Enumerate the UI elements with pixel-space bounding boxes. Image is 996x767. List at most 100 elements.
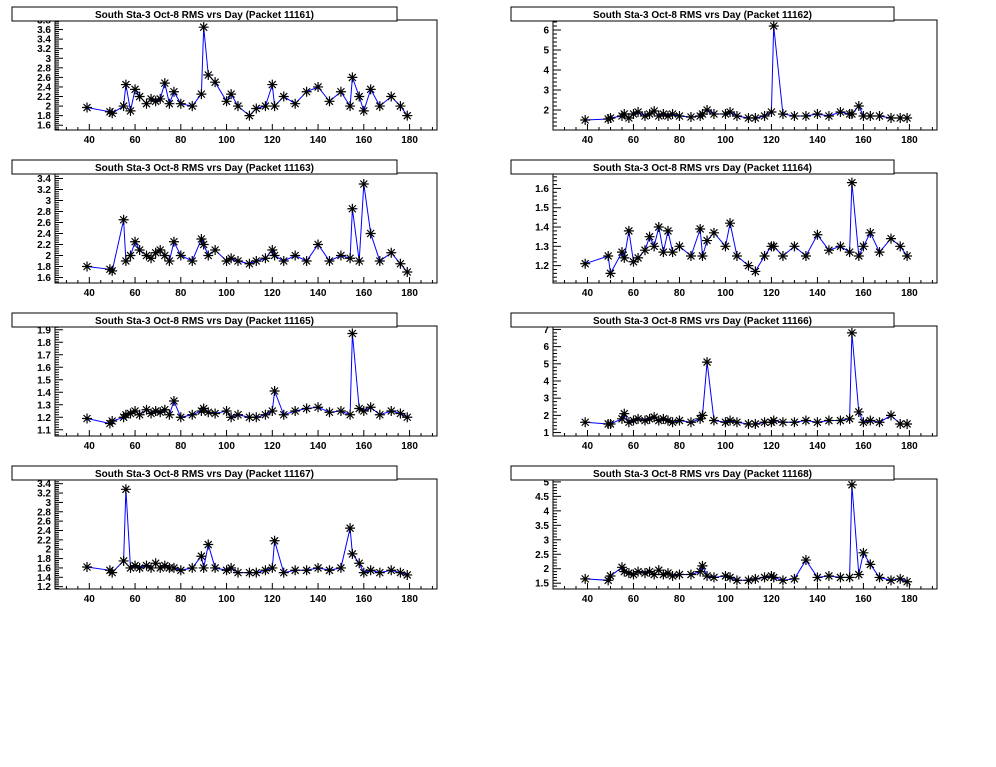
data-point-marker xyxy=(130,560,141,571)
data-point-marker xyxy=(605,418,616,429)
data-point-marker xyxy=(644,566,655,577)
y-tick-label: 1.4 xyxy=(37,388,51,399)
data-point-marker xyxy=(159,78,170,89)
data-point-marker xyxy=(159,560,170,571)
data-point-marker xyxy=(345,253,356,264)
data-point-marker xyxy=(725,415,736,426)
data-point-marker xyxy=(649,412,660,423)
data-point-marker xyxy=(708,109,719,119)
x-tick-label: 160 xyxy=(355,288,372,299)
data-point-marker xyxy=(789,573,800,584)
data-point-marker xyxy=(902,113,913,123)
x-tick-label: 120 xyxy=(264,594,281,605)
data-point-marker xyxy=(789,241,800,252)
data-point-marker xyxy=(226,89,237,100)
x-tick-label: 160 xyxy=(855,594,872,605)
data-point-marker xyxy=(107,265,118,276)
data-point-marker xyxy=(658,247,669,258)
data-point-marker xyxy=(674,569,685,580)
data-point-marker xyxy=(725,107,736,117)
y-tick-label: 1.5 xyxy=(37,375,51,386)
data-point-marker xyxy=(358,179,369,189)
data-point-marker xyxy=(812,109,823,119)
data-point-marker xyxy=(895,573,906,584)
data-point-marker xyxy=(347,548,358,559)
x-tick-label: 140 xyxy=(310,135,327,146)
x-tick-label: 180 xyxy=(901,441,918,452)
chart-title-box xyxy=(510,6,895,22)
x-tick-label: 140 xyxy=(310,288,327,299)
data-point-marker xyxy=(82,261,93,272)
data-point-marker xyxy=(800,415,811,426)
chart-panel-4: 40 60 80 100 120 140 160 180 1.2 1.3 1.4 1.5 1.6 Sout… xyxy=(510,159,938,299)
data-point-marker xyxy=(244,110,255,121)
data-point-marker xyxy=(175,412,186,423)
data-point-marker xyxy=(858,111,869,121)
data-point-marker xyxy=(82,102,93,113)
data-point-marker xyxy=(150,558,161,569)
data-point-marker xyxy=(221,565,232,576)
chart-panel-5: 40 60 80 100 120 140 160 180 1.11.2 1.31.4 1.51.6 1… xyxy=(11,312,438,452)
data-point-marker xyxy=(226,412,237,423)
data-point-marker xyxy=(902,576,913,587)
data-point-marker xyxy=(198,403,209,414)
y-tick-label: 2.4 xyxy=(37,526,51,537)
data-point-marker xyxy=(695,223,706,234)
x-tick-label: 120 xyxy=(763,441,780,452)
y-tick-label: 3 xyxy=(45,54,51,65)
data-point-marker xyxy=(649,569,660,580)
data-point-marker xyxy=(865,111,876,121)
y-tick-label: 7 xyxy=(543,325,549,336)
data-point-marker xyxy=(639,111,650,121)
data-point-marker xyxy=(395,408,406,419)
x-tick-label: 120 xyxy=(264,135,281,146)
data-point-marker xyxy=(697,410,708,421)
x-tick-label: 160 xyxy=(855,288,872,299)
x-tick-label: 40 xyxy=(582,288,594,299)
chart-panel-2: 40 60 80 100 120 140 160 180 2 3 4 5 6 South Sta-3 Oc… xyxy=(510,6,938,146)
data-point-marker xyxy=(365,565,376,576)
data-point-marker xyxy=(260,409,271,420)
data-point-marker xyxy=(812,229,823,240)
data-point-marker xyxy=(823,111,834,121)
data-point-marker xyxy=(150,406,161,416)
data-point-marker xyxy=(720,241,731,252)
data-point-marker xyxy=(777,417,788,428)
data-point-marker xyxy=(251,256,262,266)
data-point-marker xyxy=(386,406,397,416)
data-point-marker xyxy=(667,109,678,119)
data-point-marker xyxy=(290,98,301,109)
y-tick-label: 1.6 xyxy=(37,121,51,132)
data-point-marker xyxy=(865,227,876,238)
chart-title: South Sta-3 Oct-8 RMS vrs Day (Packet 11… xyxy=(95,163,314,174)
data-point-marker xyxy=(210,408,221,419)
data-point-marker xyxy=(267,562,278,573)
data-point-marker xyxy=(708,572,719,583)
data-point-marker xyxy=(134,409,145,420)
data-point-marker xyxy=(759,572,770,583)
data-point-marker xyxy=(260,101,271,112)
data-point-marker xyxy=(244,567,255,578)
chart-panel-7: 40 60 80 100 120 140 160 180 1.21.41.61.822.22.4… xyxy=(11,465,438,605)
data-point-marker xyxy=(702,235,713,246)
data-point-marker xyxy=(324,256,335,266)
data-point-marker xyxy=(196,551,207,562)
y-tick-label: 1.8 xyxy=(37,111,51,122)
y-tick-label: 3.2 xyxy=(37,489,51,500)
x-tick-label: 120 xyxy=(763,594,780,605)
x-tick-label: 80 xyxy=(175,594,187,605)
data-point-marker xyxy=(269,101,280,112)
data-point-marker xyxy=(374,101,385,112)
data-point-marker xyxy=(858,547,869,558)
data-point-marker xyxy=(658,569,669,580)
data-point-marker xyxy=(120,484,131,495)
data-point-marker xyxy=(141,250,152,261)
y-tick-label: 1.9 xyxy=(37,325,51,336)
y-tick-label: 3 xyxy=(45,498,51,509)
data-point-marker xyxy=(649,106,660,116)
data-point-marker xyxy=(118,214,129,225)
data-point-marker xyxy=(886,233,897,244)
y-tick-label: 2.4 xyxy=(37,229,51,240)
data-point-marker xyxy=(644,413,655,424)
x-tick-label: 100 xyxy=(218,135,235,146)
